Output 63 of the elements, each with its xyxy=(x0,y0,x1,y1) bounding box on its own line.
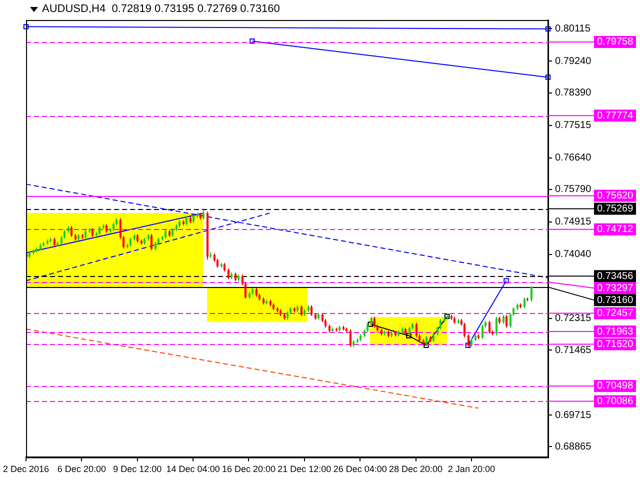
candlestick xyxy=(227,268,230,280)
candlestick xyxy=(310,304,313,317)
x-tick-label: 26 Dec 04:00 xyxy=(333,464,387,474)
legend-label: 0.73160 xyxy=(597,294,634,306)
candlestick xyxy=(373,316,376,328)
x-tick-label: 16 Dec 20:00 xyxy=(222,464,276,474)
candlestick xyxy=(70,226,73,238)
x-tick-label: 2 Jan 20:00 xyxy=(448,464,495,474)
candlestick xyxy=(300,304,303,317)
ref-line-label: 0.72457 xyxy=(597,308,634,319)
point xyxy=(504,278,509,284)
x-tick-label: 2 Dec 2016 xyxy=(2,464,50,474)
ref-line-label: 0.70498 xyxy=(597,380,634,392)
x-tick-label: 14 Dec 04:00 xyxy=(166,464,220,474)
point xyxy=(444,314,450,320)
ref-line-label: 0.73297 xyxy=(597,282,634,294)
point xyxy=(545,26,551,32)
y-tick-label: 0.72315 xyxy=(555,313,592,324)
candlestick xyxy=(366,322,369,333)
candlestick xyxy=(432,332,435,343)
candlestick xyxy=(202,210,205,220)
y-tick-label: 0.80115 xyxy=(555,23,591,34)
ref-line-label: 0.79758 xyxy=(597,36,634,48)
candlestick xyxy=(481,324,484,340)
point xyxy=(368,322,374,327)
ref-line-label: 0.70086 xyxy=(597,396,634,408)
ref-line-label: 0.71620 xyxy=(597,339,634,350)
ref-line-label: 0.75620 xyxy=(597,190,634,202)
chart-title: AUDUSD,H4 0.72819 0.73195 0.72769 0.73160 xyxy=(42,3,280,15)
candlestick xyxy=(150,233,153,251)
x-tick-label: 6 Dec 20:00 xyxy=(57,464,106,474)
x-tick-label: 21 Dec 12:00 xyxy=(278,464,332,474)
ref-line-label: 0.71963 xyxy=(597,326,634,338)
point xyxy=(424,342,429,348)
candlestick xyxy=(505,314,508,328)
point xyxy=(465,342,471,348)
ref-line-label: 0.73456 xyxy=(597,270,634,282)
point xyxy=(250,38,255,44)
point xyxy=(23,24,29,30)
ref-line-label: 0.75269 xyxy=(597,203,634,214)
y-tick-label: 0.69715 xyxy=(555,410,592,421)
candlestick xyxy=(415,322,418,338)
ref-line-label: 0.74712 xyxy=(597,224,634,236)
point xyxy=(406,333,412,338)
candlestick xyxy=(349,328,352,348)
point xyxy=(545,74,551,80)
ref-line-label: 0.77774 xyxy=(597,110,634,122)
candlestick xyxy=(530,285,533,302)
x-tick-label: 28 Dec 20:00 xyxy=(388,464,443,474)
candlestick xyxy=(523,296,526,309)
y-tick-label: 0.76640 xyxy=(555,152,592,164)
y-tick-label: 0.74040 xyxy=(555,249,592,260)
candlestick xyxy=(488,320,491,334)
y-tick-label: 0.79240 xyxy=(555,56,592,67)
y-tick-label: 0.78390 xyxy=(555,88,592,99)
y-tick-label: 0.71465 xyxy=(555,344,592,356)
y-tick-label: 0.74915 xyxy=(555,216,592,228)
y-tick-label: 0.77515 xyxy=(555,120,592,132)
candlestick xyxy=(495,316,498,336)
y-tick-label: 0.68865 xyxy=(555,441,592,452)
x-tick-label: 9 Dec 12:00 xyxy=(113,464,162,474)
y-tick-label: 0.75790 xyxy=(555,184,592,196)
candlestick xyxy=(463,322,466,338)
